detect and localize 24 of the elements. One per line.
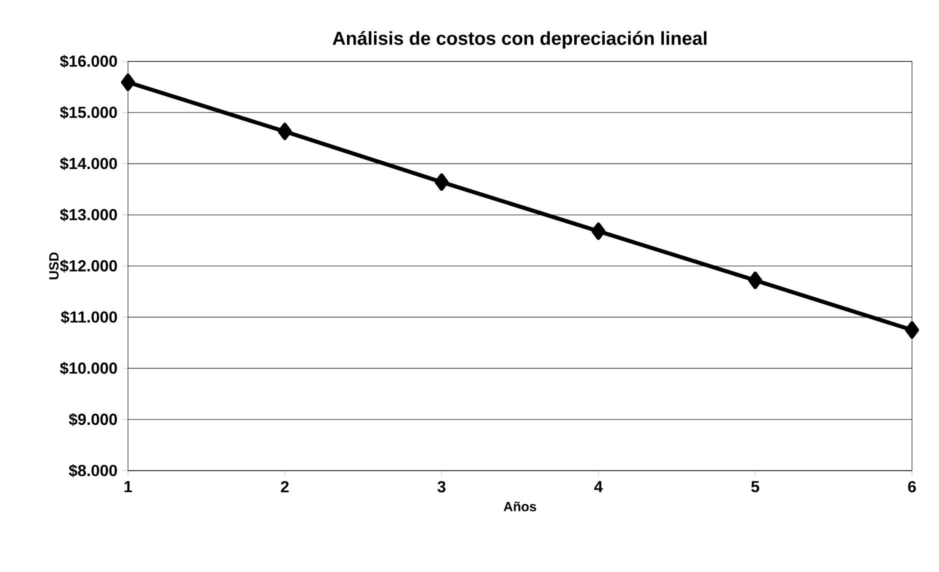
x-tick-label: 4 (594, 481, 603, 492)
x-tick-label: 3 (438, 481, 446, 492)
x-tick-label: 5 (751, 481, 760, 492)
y-tick-label: $9.000 (68, 412, 117, 426)
point (121, 74, 136, 91)
point (748, 272, 762, 289)
y-tick-label: $16.000 (60, 54, 117, 68)
x-axis-title: Años (504, 502, 536, 512)
chart-title: Análisis de costos con depreciación lineal (332, 31, 706, 49)
point (278, 122, 292, 140)
x-tick-label: 2 (280, 481, 289, 492)
y-axis-title: USD (49, 252, 59, 280)
y-tick-label: $13.000 (60, 208, 117, 222)
y-tick-label: $8.000 (68, 464, 117, 478)
point (905, 321, 919, 339)
y-tick-label: $14.000 (60, 157, 117, 170)
y-tick-label: $11.000 (60, 310, 117, 324)
y-tick-label: $10.000 (60, 362, 117, 375)
x-tick-label: 6 (908, 481, 916, 492)
y-tick-label: $15.000 (60, 106, 117, 120)
y-tick-label: $12.000 (60, 259, 117, 273)
point (591, 222, 606, 240)
x-tick-label: 1 (124, 481, 132, 492)
point (434, 173, 449, 191)
